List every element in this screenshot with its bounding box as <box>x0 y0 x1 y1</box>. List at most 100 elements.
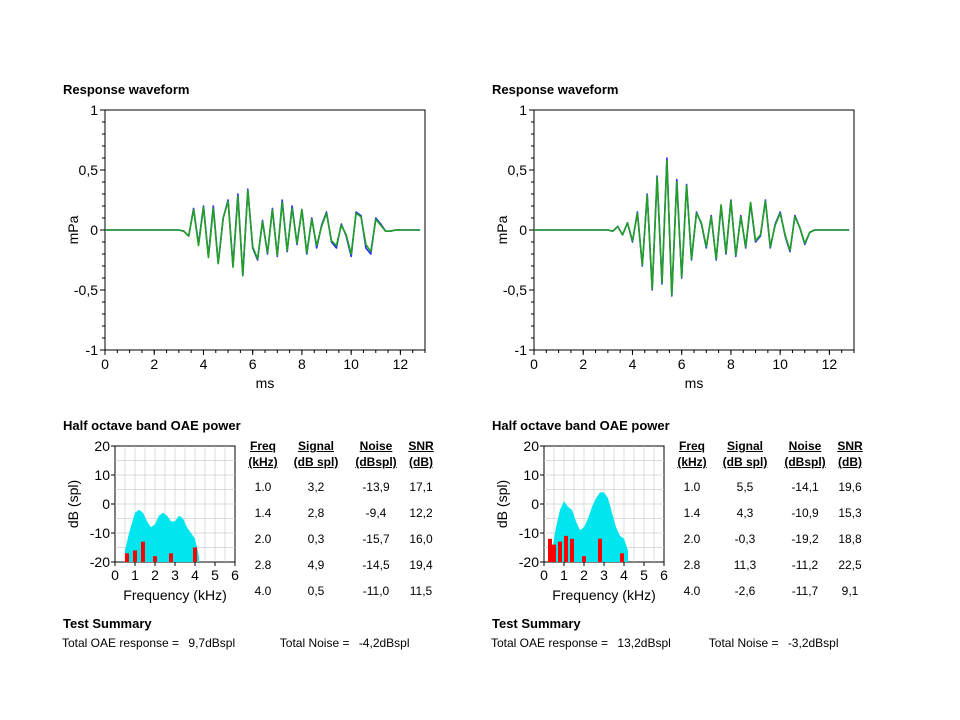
freq-header-line: (kHz) <box>248 455 278 469</box>
noise-header-line: (dBspl) <box>784 455 826 469</box>
noise-cell: -14,5 <box>362 558 390 572</box>
signal-header-line: Signal <box>726 439 763 453</box>
x-tick-label: 1 <box>560 567 568 583</box>
freq-cell: 1.0 <box>683 480 701 494</box>
total-oae-label: Total OAE response = <box>491 636 609 650</box>
snr-cell: 22,5 <box>838 558 862 572</box>
snr-header-line: (dB) <box>838 455 862 469</box>
signal-bar <box>558 541 562 562</box>
x-tick-label: 4 <box>200 356 208 372</box>
y-tick-label: -0,5 <box>74 282 98 298</box>
x-tick-label: 3 <box>171 567 179 583</box>
snr-cell: 19,6 <box>838 480 862 494</box>
freq-header-line: Freq <box>249 439 276 453</box>
freq-cell: 2.0 <box>683 532 701 546</box>
y-tick-label: 0 <box>531 496 539 512</box>
y-tick-label: -10 <box>519 525 539 541</box>
summary-title: Test Summary <box>492 616 581 631</box>
signal-bar <box>582 556 586 562</box>
total-oae-value: 9,7dBspl <box>188 636 236 650</box>
snr-cell: 18,8 <box>838 532 862 546</box>
snr-cell: 19,4 <box>409 558 433 572</box>
signal-header-line: Signal <box>297 439 334 453</box>
total-noise-value: -3,2dBspl <box>787 636 839 650</box>
noise-header-line: Noise <box>359 439 393 453</box>
waveform-title: Response waveform <box>63 82 190 97</box>
y-tick-label: -10 <box>90 525 110 541</box>
x-tick-label: 4 <box>191 567 199 583</box>
snr-cell: 11,5 <box>409 584 433 598</box>
noise-cell: -15,7 <box>362 532 390 546</box>
oae-title: Half octave band OAE power <box>63 418 241 433</box>
total-oae-value: 13,2dBspl <box>617 636 671 650</box>
signal-cell: -0,3 <box>734 532 756 546</box>
freq-header: Freq (kHz) <box>242 438 284 470</box>
x-tick-label: 12 <box>822 356 838 372</box>
y-tick-label: 1 <box>90 102 98 118</box>
x-tick-label: 3 <box>600 567 608 583</box>
y-tick-label: 0,5 <box>79 162 99 178</box>
total-noise-value: -4,2dBspl <box>358 636 410 650</box>
y-tick-label: 0,5 <box>508 162 528 178</box>
x-tick-label: 2 <box>150 356 158 372</box>
noise-header: Noise (dBspl) <box>352 438 400 470</box>
x-tick-label: 8 <box>298 356 306 372</box>
freq-cell: 1.4 <box>683 506 701 520</box>
snr-header: SNR (dB) <box>833 438 867 470</box>
x-tick-label: 10 <box>343 356 359 372</box>
signal-header: Signal (dB spl) <box>717 438 773 470</box>
total-noise-label: Total Noise = <box>708 636 779 650</box>
oae-title: Half octave band OAE power <box>492 418 670 433</box>
y-tick-label: -0,5 <box>503 282 527 298</box>
snr-cell: 9,1 <box>841 584 859 598</box>
x-tick-label: 5 <box>640 567 648 583</box>
signal-bar <box>141 541 145 562</box>
signal-bar <box>552 544 556 562</box>
signal-header-line: (dB spl) <box>722 455 768 469</box>
y-tick-label: 1 <box>519 102 527 118</box>
y-tick-label: -20 <box>90 554 110 570</box>
noise-cell: -10,9 <box>791 506 819 520</box>
y-tick-label: 0 <box>519 222 527 238</box>
x-tick-label: 6 <box>249 356 257 372</box>
waveform-chart-right: 0 2 4 6 8 10 12 1 0,5 0 -0,5 -1 ms mPa <box>494 102 855 391</box>
y-tick-label: -20 <box>519 554 539 570</box>
total-oae-label: Total OAE response = <box>62 636 180 650</box>
y-tick-label: -1 <box>86 342 99 358</box>
signal-header-line: (dB spl) <box>293 455 339 469</box>
signal-cell: 0,3 <box>307 532 325 546</box>
signal-bar <box>169 553 173 562</box>
y-tick-label: 10 <box>94 467 110 483</box>
signal-cell: 4,9 <box>307 558 325 572</box>
freq-header-line: (kHz) <box>677 455 707 469</box>
y-axis-label: mPa <box>65 215 81 244</box>
noise-header-line: Noise <box>788 439 822 453</box>
x-tick-label: 6 <box>678 356 686 372</box>
y-axis-label: dB (spl) <box>65 480 81 528</box>
x-tick-label: 4 <box>620 567 628 583</box>
x-tick-label: 0 <box>540 567 548 583</box>
noise-cell: -11,2 <box>791 558 819 572</box>
x-axis-label: ms <box>256 375 275 391</box>
snr-header-line: (dB) <box>409 455 433 469</box>
snr-cell: 16,0 <box>409 532 433 546</box>
y-axis-label: mPa <box>494 215 510 244</box>
waveform-chart-left: 0 2 4 6 8 10 12 1 0,5 0 -0,5 -1 ms mPa <box>65 102 426 391</box>
x-tick-label: 2 <box>579 356 587 372</box>
snr-header-line: SNR <box>837 439 863 453</box>
y-axis-label: dB (spl) <box>494 480 510 528</box>
noise-cell: -13,9 <box>362 480 390 494</box>
signal-cell: 2,8 <box>307 506 325 520</box>
freq-header: Freq (kHz) <box>671 438 713 470</box>
x-tick-label: 2 <box>580 567 588 583</box>
signal-bar <box>125 553 129 562</box>
signal-bar <box>620 553 624 562</box>
x-tick-label: 0 <box>111 567 119 583</box>
y-tick-label: 10 <box>523 467 539 483</box>
x-tick-label: 8 <box>727 356 735 372</box>
x-tick-label: 1 <box>131 567 139 583</box>
snr-header: SNR (dB) <box>404 438 438 470</box>
snr-cell: 15,3 <box>838 506 862 520</box>
signal-cell: 3,2 <box>307 480 325 494</box>
